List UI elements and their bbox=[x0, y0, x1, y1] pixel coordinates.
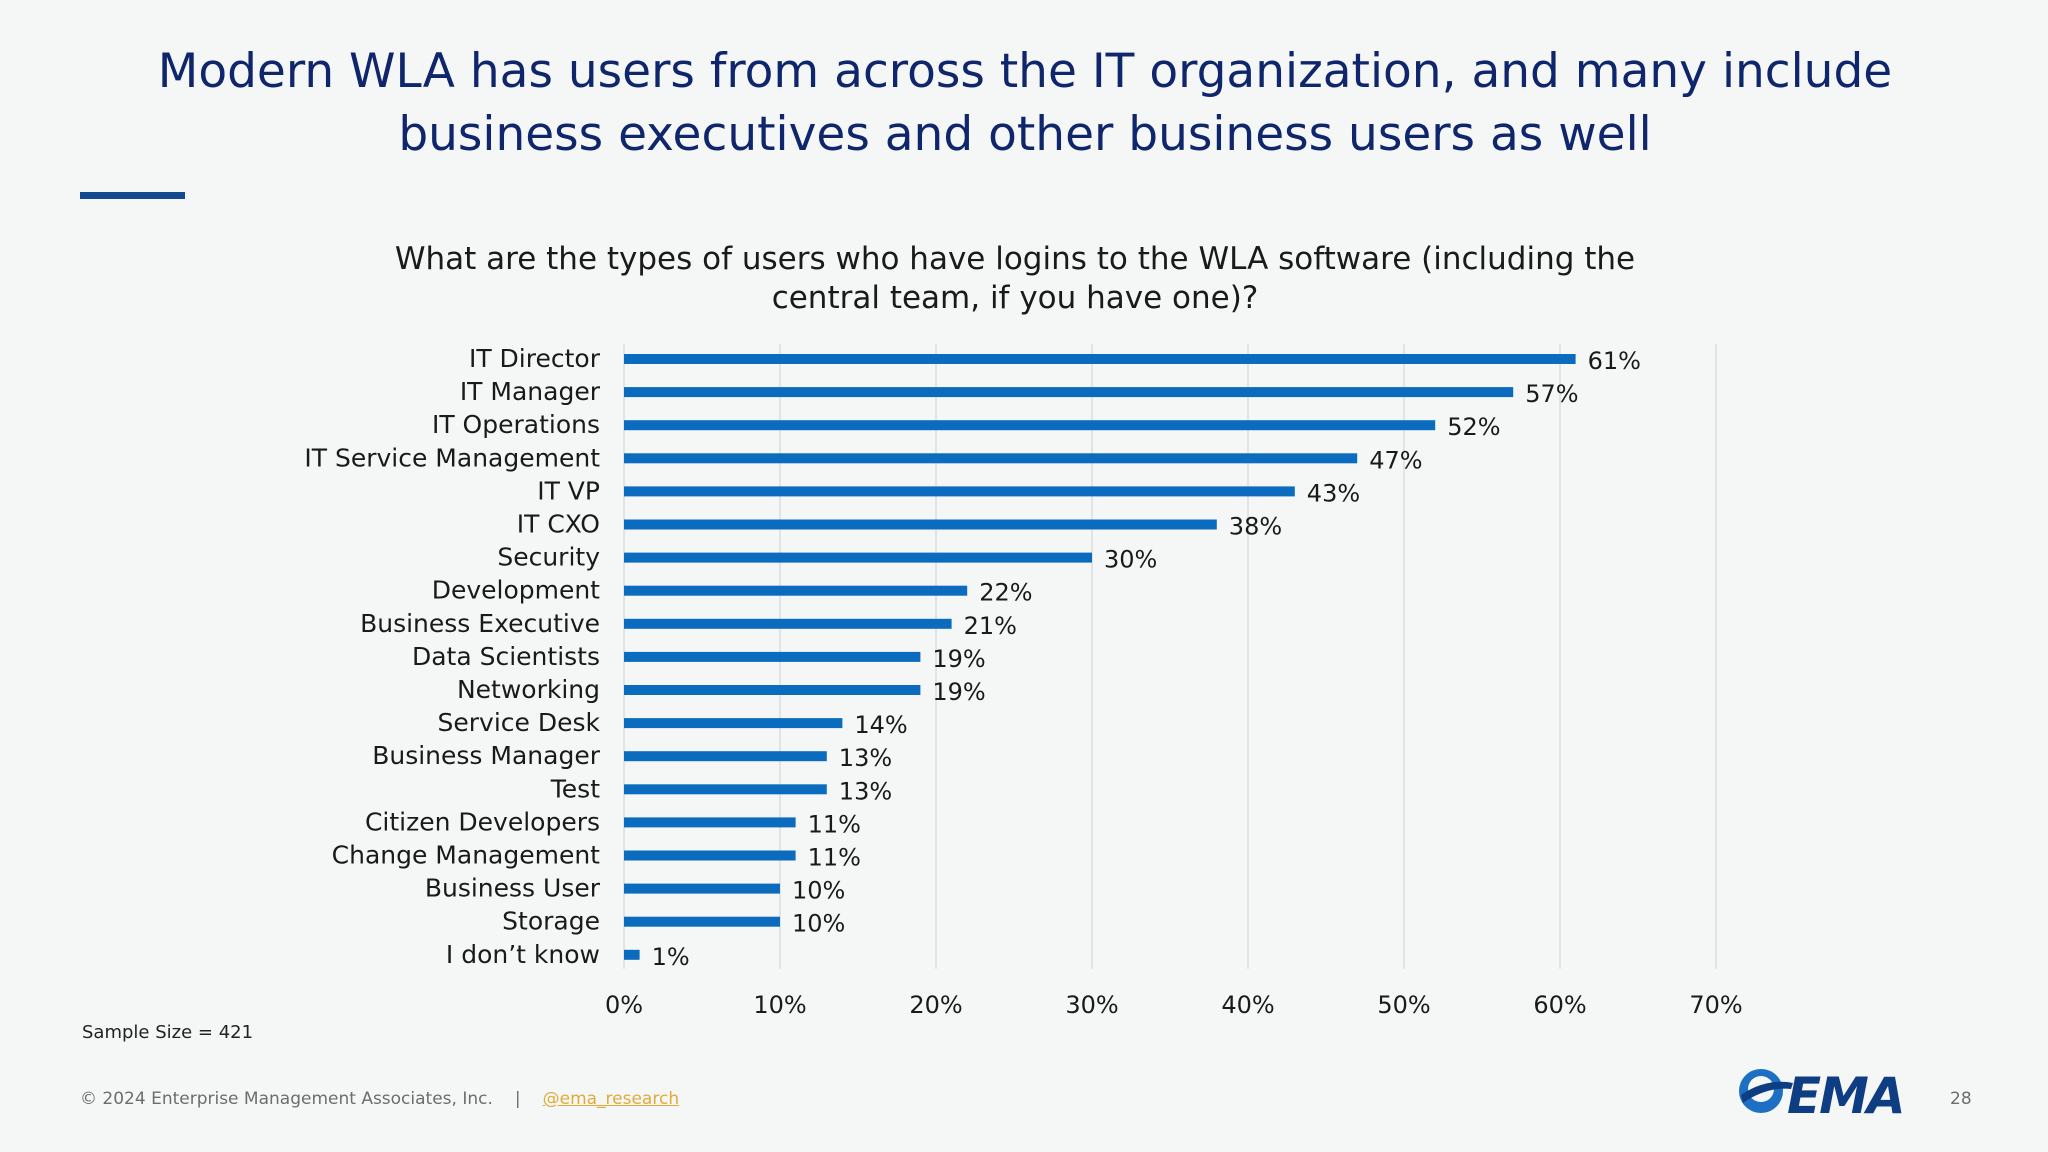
category-label: IT CXO bbox=[517, 510, 600, 539]
data-label: 47% bbox=[1369, 446, 1422, 474]
data-label: 10% bbox=[792, 877, 845, 905]
title-accent-bar bbox=[80, 192, 185, 199]
bar bbox=[624, 784, 827, 795]
x-tick-label: 10% bbox=[753, 991, 806, 1019]
category-label: IT Operations bbox=[432, 410, 600, 439]
category-label: Security bbox=[497, 543, 600, 572]
category-label: Citizen Developers bbox=[365, 807, 600, 836]
category-label: IT Service Management bbox=[304, 443, 600, 472]
category-label: I don’t know bbox=[446, 940, 600, 969]
footer-separator: | bbox=[514, 1089, 521, 1109]
ema-logo-text: EMA bbox=[1787, 1067, 1906, 1125]
category-label: Test bbox=[550, 774, 600, 803]
category-label: Development bbox=[432, 576, 600, 605]
social-handle-link[interactable]: @ema_research bbox=[542, 1089, 680, 1109]
sample-size-note: Sample Size = 421 bbox=[82, 1022, 254, 1043]
bar bbox=[624, 453, 1358, 464]
category-label: Business Executive bbox=[360, 609, 600, 638]
x-tick-label: 40% bbox=[1221, 991, 1274, 1019]
category-label: Business Manager bbox=[372, 741, 600, 770]
data-label: 19% bbox=[932, 678, 985, 706]
x-tick-label: 20% bbox=[909, 991, 962, 1019]
x-tick-label: 70% bbox=[1689, 991, 1742, 1019]
data-label: 13% bbox=[839, 744, 892, 772]
bar bbox=[624, 585, 968, 596]
bar bbox=[624, 718, 843, 729]
data-label: 30% bbox=[1104, 546, 1157, 574]
page-number: 28 bbox=[1950, 1089, 1972, 1109]
data-label: 19% bbox=[932, 645, 985, 673]
bar bbox=[624, 387, 1514, 398]
bar bbox=[624, 651, 921, 662]
data-label: 22% bbox=[979, 579, 1032, 607]
data-label: 43% bbox=[1307, 479, 1360, 507]
bar bbox=[624, 486, 1295, 497]
bar bbox=[624, 916, 780, 927]
bar bbox=[624, 618, 952, 629]
bar bbox=[624, 354, 1576, 364]
bar bbox=[624, 420, 1436, 431]
slide-title: Modern WLA has users from across the IT … bbox=[157, 44, 1893, 162]
ema-logo: EMA bbox=[1735, 1065, 1910, 1127]
category-label: Business User bbox=[425, 874, 601, 903]
data-label: 61% bbox=[1588, 347, 1641, 375]
x-tick-label: 50% bbox=[1377, 991, 1430, 1019]
data-label: 21% bbox=[964, 612, 1017, 640]
footer: © 2024 Enterprise Management Associates,… bbox=[80, 1089, 679, 1109]
x-tick-label: 0% bbox=[605, 991, 643, 1019]
data-label: 11% bbox=[808, 810, 861, 838]
x-tick-label: 30% bbox=[1065, 991, 1118, 1019]
category-label: IT Manager bbox=[460, 377, 601, 406]
data-label: 1% bbox=[652, 943, 690, 971]
bar bbox=[624, 850, 796, 861]
category-label: IT VP bbox=[537, 476, 600, 505]
ema-swoosh-icon bbox=[1739, 1069, 1793, 1113]
chart-title: What are the types of users who have log… bbox=[394, 241, 1636, 316]
x-tick-label: 60% bbox=[1533, 991, 1586, 1019]
data-label: 52% bbox=[1447, 413, 1500, 441]
data-label: 11% bbox=[808, 844, 861, 872]
bar bbox=[624, 751, 827, 762]
bar bbox=[624, 685, 921, 695]
category-label: Data Scientists bbox=[412, 642, 600, 671]
category-label: Storage bbox=[502, 907, 600, 936]
bar bbox=[624, 519, 1217, 530]
category-label: Service Desk bbox=[438, 708, 601, 737]
data-label: 10% bbox=[792, 910, 845, 938]
bar bbox=[624, 883, 780, 894]
category-label: Change Management bbox=[332, 841, 601, 870]
data-label: 14% bbox=[854, 711, 907, 739]
copyright-text: © 2024 Enterprise Management Associates,… bbox=[80, 1089, 493, 1109]
category-label: Networking bbox=[457, 675, 600, 704]
bar bbox=[624, 949, 640, 960]
category-label: IT Director bbox=[469, 344, 601, 373]
bar bbox=[624, 552, 1092, 563]
bar bbox=[624, 817, 796, 828]
data-label: 13% bbox=[839, 777, 892, 805]
data-label: 38% bbox=[1229, 513, 1282, 541]
data-label: 57% bbox=[1525, 380, 1578, 408]
